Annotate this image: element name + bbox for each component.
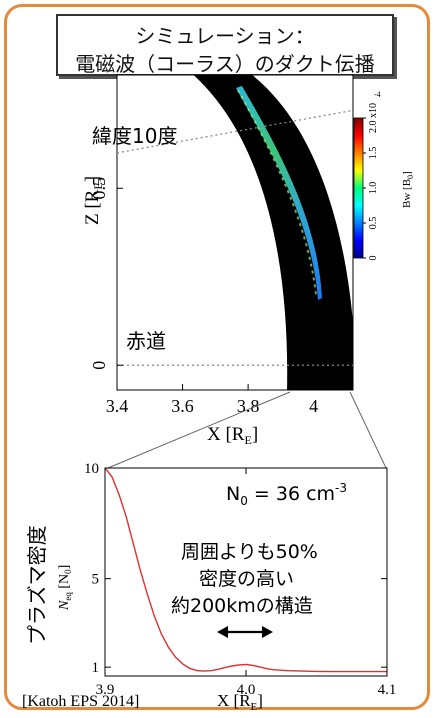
colorbar [353, 117, 364, 259]
colorbar-tick-label: 0.5 [368, 217, 379, 230]
top-xtick-label: 3.6 [171, 396, 194, 416]
bottom-density-plot: 3.9 4.0 4.1 1 5 10 N0 = 36 cm-3 周囲よりも50% 密度の… [25, 461, 396, 713]
annot-line-3: 約200kmの構造 [171, 595, 313, 617]
width-arrow [217, 626, 273, 638]
top-xtick-label: 3.4 [106, 396, 129, 416]
top-ylabel: Z [RE] [82, 176, 105, 225]
bottom-xtick-label: 3.9 [96, 682, 115, 698]
zoom-connector-left [107, 391, 291, 469]
title-box: シミュレーション： 電磁波（コーラス）のダクト伝播 [56, 14, 394, 76]
colorbar-label: Bw [B0] [401, 171, 415, 208]
density-curve [104, 467, 387, 673]
colorbar-tick-label: 1.0 [368, 182, 379, 195]
top-ytick-label: 0 [89, 361, 109, 370]
bottom-ytick-label: 1 [92, 660, 100, 676]
colorbar-tick-label: 2.0 x10 [368, 103, 379, 133]
equator-label: 赤道 [126, 329, 166, 353]
title-line-2: 電磁波（コーラス）のダクト伝播 [75, 52, 375, 76]
lat10-label: 緯度10度 [92, 124, 177, 148]
duct-region [193, 75, 353, 390]
bottom-xtick-label: 4.0 [237, 682, 256, 698]
top-heatmap-plot: 3.4 3.6 3.8 4 0 0.5 X [RE] Z [RE] 緯度10度 赤道 0… [82, 74, 415, 447]
colorbar-tick-label: 1.5 [368, 147, 379, 160]
colorbar-tick-label: 0 [368, 256, 379, 261]
citation: [Katoh EPS 2014] [22, 693, 139, 710]
top-xlabel: X [RE] [207, 424, 258, 447]
annot-line-2: 密度の高い [199, 568, 294, 590]
top-ytick-label: 0.5 [89, 177, 109, 200]
bottom-ytick-label: 10 [84, 461, 99, 477]
top-xtick-label: 3.8 [237, 396, 260, 416]
bottom-ylabel-symbol: Neq [N0] [57, 565, 73, 611]
bottom-xlabel: X [RE] [217, 691, 263, 713]
bottom-ytick-label: 5 [92, 572, 100, 588]
colorbar-exponent: -4 [374, 90, 381, 99]
bottom-ylabel-jp: プラズマ密度 [25, 525, 49, 645]
top-xtick-label: 4 [309, 396, 318, 416]
bottom-xtick-label: 4.1 [378, 682, 397, 698]
n0-annotation: N0 = 36 cm-3 [226, 481, 347, 508]
zoom-connector-right [349, 391, 387, 469]
title-line-1: シミュレーション： [135, 24, 315, 48]
annot-line-1: 周囲よりも50% [181, 541, 318, 563]
